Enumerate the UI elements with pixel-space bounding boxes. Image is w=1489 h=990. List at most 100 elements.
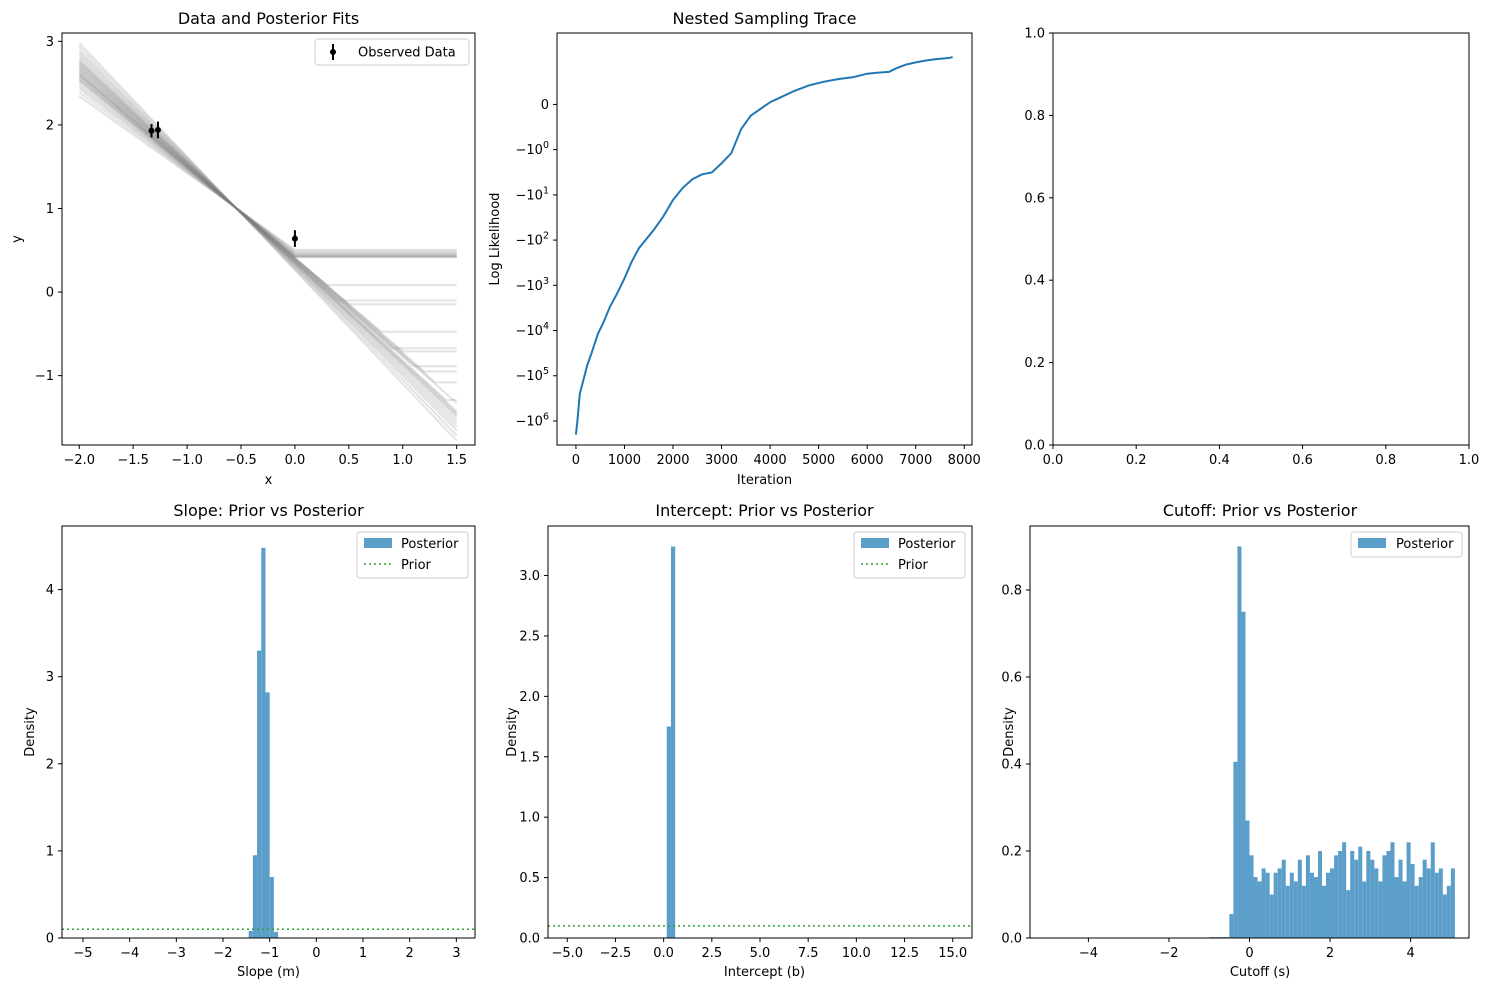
data-fits-ytick-label: 3 [46, 35, 54, 50]
posterior-bar [1386, 850, 1391, 938]
posterior-fit-line [78, 42, 458, 442]
slope-axes-frame [61, 525, 476, 939]
intercept-xtick-label: 0.0 [653, 946, 674, 961]
slope-xtick-label: 3 [452, 946, 460, 961]
slope-xtick-label: 1 [359, 946, 367, 961]
posterior-bar [1293, 881, 1298, 938]
data-fits-xtick-label: −2.0 [63, 453, 95, 468]
intercept-ytick-label: 2.0 [519, 690, 540, 705]
posterior-bar [1410, 864, 1415, 938]
intercept-xtick-label: −2.5 [600, 946, 632, 961]
posterior-fit-line [78, 74, 457, 287]
panel-trace: 0 1000 2000 3000 4000 5000 6000 7000 8000 0 −100 −… [488, 9, 981, 488]
posterior-bar [1358, 846, 1363, 938]
posterior-bar [1450, 868, 1455, 938]
data-fits-xtick-label: 1.5 [446, 453, 467, 468]
trace-xtick-label: 8000 [948, 453, 981, 468]
data-fits-legend-box [314, 38, 470, 66]
empty-xtick-label: 0.6 [1292, 453, 1313, 468]
legend-point-marker [330, 49, 336, 55]
data-fits-legend-label: Observed Data [358, 46, 456, 61]
trace-yticks: 0 −100 −101 −102 −103 −104 −105 −106 [516, 98, 557, 429]
posterior-bar [1277, 868, 1282, 938]
empty-xtick-label: 0.4 [1209, 453, 1230, 468]
posterior-bar [666, 726, 671, 938]
posterior-fit-line [78, 71, 457, 373]
trace-ytick-label: −103 [516, 276, 549, 294]
empty-xticks: 0.0 0.2 0.4 0.6 0.8 1.0 [1043, 445, 1479, 468]
posterior-bar [1442, 894, 1447, 938]
data-fits-ytick-label: 0 [46, 286, 54, 301]
posterior-bar [1438, 868, 1443, 938]
posterior-bar [1342, 842, 1347, 938]
posterior-bar [1334, 855, 1339, 938]
posterior-fit-line [78, 66, 457, 350]
cutoff-xticks: −4 −2 0 2 4 [1079, 938, 1415, 961]
slope-xtick-label: 0 [312, 946, 320, 961]
posterior-bar [1233, 761, 1238, 938]
posterior-bar [1261, 868, 1266, 938]
data-fits-xtick-label: 1.0 [392, 453, 413, 468]
posterior-fit-line [78, 91, 457, 253]
slope-title: Slope: Prior vs Posterior [173, 501, 364, 520]
trace-axes-frame [556, 32, 973, 446]
trace-ytick-label: −101 [516, 185, 549, 203]
posterior-bar [670, 546, 676, 938]
posterior-bar [1317, 850, 1322, 938]
trace-xticks: 0 1000 2000 3000 4000 5000 6000 7000 8000 [572, 445, 981, 468]
posterior-bar [1245, 820, 1250, 938]
legend-posterior-swatch [364, 538, 392, 548]
posterior-fit-line [78, 78, 457, 258]
posterior-bar [1362, 881, 1367, 938]
trace-xtick-label: 7000 [899, 453, 932, 468]
data-fits-xtick-label: −1.5 [117, 453, 149, 468]
posterior-bar [1402, 881, 1407, 938]
data-fits-xlabel: x [265, 473, 273, 488]
posterior-fit-line [78, 79, 457, 257]
trace-ytick-label: −100 [516, 140, 549, 158]
posterior-bar [1446, 885, 1451, 938]
posterior-bar [1398, 859, 1403, 938]
posterior-fit-line [78, 67, 457, 368]
slope-xtick-label: −1 [260, 946, 279, 961]
observed-point [154, 126, 161, 133]
intercept-ytick-label: 1.0 [519, 811, 540, 826]
posterior-bar [1374, 868, 1379, 938]
trace-plot [574, 56, 953, 435]
posterior-bar [273, 931, 279, 938]
intercept-xtick-label: 10.0 [842, 946, 871, 961]
slope-xtick-label: −4 [120, 946, 139, 961]
posterior-fit-line [78, 73, 457, 333]
posterior-bar [1257, 881, 1262, 938]
posterior-fit-line [78, 80, 457, 257]
intercept-ytick-label: 0.0 [519, 932, 540, 947]
posterior-fit-line [78, 61, 458, 414]
cutoff-xtick-label: −4 [1079, 946, 1098, 961]
posterior-bar [248, 931, 253, 938]
slope-ytick-label: 0 [46, 932, 54, 947]
intercept-ytick-label: 0.5 [519, 871, 540, 886]
trace-ylabel: Log Likelihood [488, 193, 503, 286]
posterior-fit-line [78, 95, 457, 251]
intercept-ytick-label: 3.0 [519, 569, 540, 584]
posterior-fit-line [78, 72, 457, 353]
data-fits-xticks: −2.0 −1.5 −1.0 −0.5 0.0 0.5 1.0 1.5 [63, 445, 467, 468]
posterior-bar [1338, 850, 1343, 938]
empty-xtick-label: 0.8 [1375, 453, 1396, 468]
panel-empty: 0.0 0.2 0.4 0.6 0.8 1.0 0.0 0.2 0.4 0.6 0.8 1.0 [1024, 27, 1479, 469]
posterior-bar [1305, 855, 1310, 938]
cutoff-xtick-label: −2 [1159, 946, 1178, 961]
cutoff-title: Cutoff: Prior vs Posterior [1163, 501, 1358, 520]
posterior-bar [269, 877, 274, 938]
data-fits-axes-frame [61, 32, 476, 446]
cutoff-xlabel: Cutoff (s) [1230, 965, 1290, 980]
data-fits-ytick-label: 1 [46, 202, 54, 217]
intercept-title: Intercept: Prior vs Posterior [655, 501, 874, 520]
panel-data-fits: −2.0 −1.5 −1.0 −0.5 0.0 0.5 1.0 1.5 −1 0 1 2 3 Data… [10, 9, 476, 488]
posterior-bar [1382, 855, 1387, 938]
posterior-bar [1350, 850, 1355, 938]
cutoff-legend: Posterior [1350, 531, 1463, 558]
posterior-bar [1330, 868, 1335, 938]
intercept-xticks: −5.0 −2.5 0.0 2.5 5.0 7.5 10.0 12.5 15.0 [551, 938, 967, 961]
